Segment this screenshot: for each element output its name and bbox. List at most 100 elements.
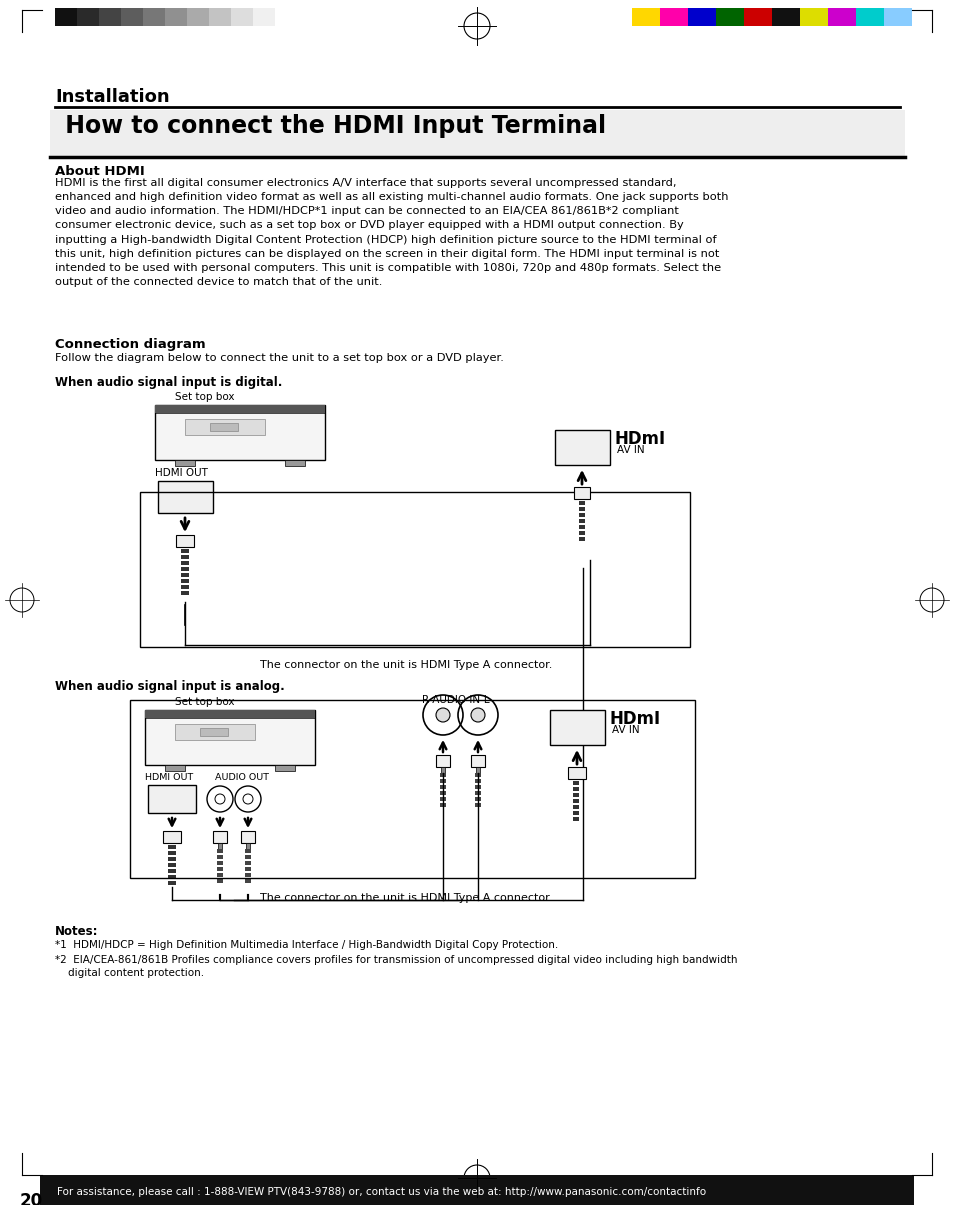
Bar <box>475 803 480 807</box>
Bar <box>245 862 251 865</box>
Bar <box>165 765 185 771</box>
Bar <box>216 862 223 865</box>
Bar <box>216 868 223 871</box>
Bar <box>130 700 695 878</box>
Bar <box>216 878 223 883</box>
Bar <box>168 863 175 868</box>
Bar <box>181 578 189 583</box>
Bar <box>181 590 189 595</box>
Bar <box>827 8 855 27</box>
Bar <box>181 574 189 577</box>
Bar <box>475 790 480 795</box>
Text: AV IN: AV IN <box>612 725 639 735</box>
Bar <box>99 8 121 27</box>
Bar <box>168 881 175 884</box>
Bar <box>439 784 446 789</box>
Bar <box>148 784 195 813</box>
Text: The connector on the unit is HDMI Type A connector.: The connector on the unit is HDMI Type A… <box>260 893 552 903</box>
Bar <box>181 562 189 565</box>
Bar <box>163 831 181 844</box>
Bar <box>50 110 904 155</box>
Text: R-AUDIO IN-L: R-AUDIO IN-L <box>421 695 489 705</box>
Text: AV IN: AV IN <box>617 445 644 455</box>
Bar <box>174 460 194 466</box>
Bar <box>274 765 294 771</box>
Bar <box>165 8 187 27</box>
Text: *1  HDMI/HDCP = High Definition Multimedia Interface / High-Bandwidth Digital Co: *1 HDMI/HDCP = High Definition Multimedi… <box>55 940 558 950</box>
Bar <box>216 850 223 853</box>
Text: Follow the diagram below to connect the unit to a set top box or a DVD player.: Follow the diagram below to connect the … <box>55 353 503 363</box>
Bar <box>181 556 189 559</box>
Text: HDMI OUT: HDMI OUT <box>145 772 193 782</box>
Bar <box>154 405 325 460</box>
Bar <box>555 430 609 465</box>
Bar <box>439 797 446 801</box>
Bar <box>121 8 143 27</box>
Bar <box>475 797 480 801</box>
Bar <box>187 8 209 27</box>
Text: *2  EIA/CEA-861/861B Profiles compliance covers profiles for transmission of unc: *2 EIA/CEA-861/861B Profiles compliance … <box>55 956 737 978</box>
Text: When audio signal input is analog.: When audio signal input is analog. <box>55 680 284 693</box>
Bar <box>210 423 237 431</box>
Bar <box>154 405 325 413</box>
Text: About HDMI: About HDMI <box>55 165 145 178</box>
Bar <box>573 805 578 809</box>
Bar <box>253 8 274 27</box>
Text: Set top box: Set top box <box>174 392 234 402</box>
Bar <box>771 8 800 27</box>
Bar <box>145 710 314 718</box>
Polygon shape <box>152 790 192 809</box>
Bar <box>216 856 223 859</box>
Bar <box>573 793 578 797</box>
Bar <box>550 710 604 745</box>
Bar <box>573 811 578 815</box>
Text: Notes:: Notes: <box>55 925 98 937</box>
Bar <box>168 845 175 850</box>
Bar <box>578 525 584 529</box>
Bar <box>218 844 222 850</box>
Bar <box>439 772 446 777</box>
Bar <box>231 8 253 27</box>
Bar <box>209 8 231 27</box>
Bar <box>883 8 911 27</box>
Bar <box>687 8 716 27</box>
Bar <box>245 878 251 883</box>
Text: HDMI is the first all digital consumer electronics A/V interface that supports s: HDMI is the first all digital consumer e… <box>55 178 728 287</box>
Bar <box>578 519 584 523</box>
Bar <box>245 850 251 853</box>
Text: The connector on the unit is HDMI Type A connector.: The connector on the unit is HDMI Type A… <box>260 660 552 670</box>
Bar <box>213 831 227 844</box>
Bar <box>578 537 584 541</box>
Bar <box>573 817 578 821</box>
Bar <box>168 851 175 856</box>
Bar <box>567 768 585 778</box>
Bar <box>285 460 305 466</box>
Bar <box>475 778 480 783</box>
Bar <box>471 756 484 768</box>
Bar <box>855 8 883 27</box>
Bar <box>158 481 213 513</box>
Text: Installation: Installation <box>55 88 170 106</box>
Bar <box>574 487 589 499</box>
Text: AUDIO OUT: AUDIO OUT <box>214 772 269 782</box>
Bar <box>631 8 659 27</box>
Bar <box>168 857 175 862</box>
Bar <box>143 8 165 27</box>
Bar <box>181 549 189 553</box>
Bar <box>573 781 578 784</box>
Bar <box>800 8 827 27</box>
Bar <box>573 787 578 790</box>
Bar <box>168 875 175 878</box>
Bar <box>241 831 254 844</box>
Bar <box>573 799 578 803</box>
Bar <box>440 768 444 772</box>
Bar <box>40 1175 913 1205</box>
Bar <box>578 513 584 517</box>
Bar <box>578 531 584 535</box>
Circle shape <box>436 709 450 722</box>
Text: Connection diagram: Connection diagram <box>55 337 206 351</box>
Bar <box>245 868 251 871</box>
Bar <box>246 844 250 850</box>
Bar <box>216 872 223 877</box>
Bar <box>743 8 771 27</box>
